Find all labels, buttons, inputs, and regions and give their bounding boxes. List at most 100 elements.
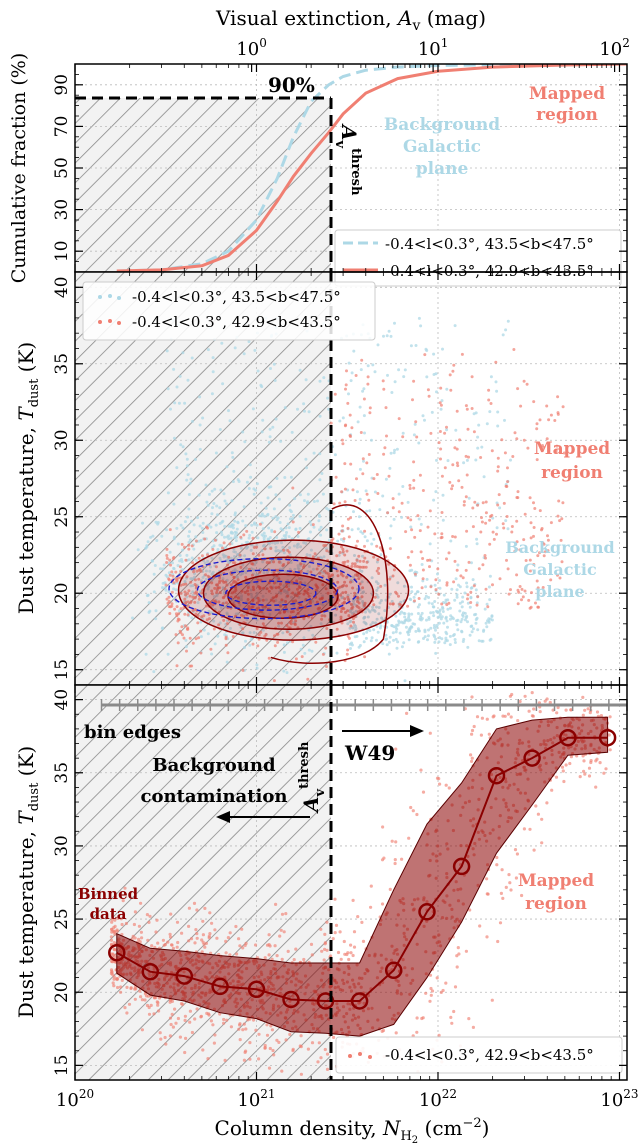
scatter-point-bg (361, 389, 365, 393)
scatter-point-bg (389, 524, 393, 528)
scatter-point-bg (474, 458, 478, 462)
scatter-point-bg (278, 600, 282, 604)
scatter-point-bg (454, 428, 458, 432)
scatter-point-mapped (328, 575, 332, 579)
bot-bin-edges-label: bin edges (84, 722, 181, 743)
scatter-point-bg (304, 378, 308, 382)
scatter-point-bg (378, 601, 382, 605)
scatter-point-bg (212, 544, 216, 548)
scatter-point-mapped (119, 990, 123, 994)
scatter-point-bg (393, 380, 397, 384)
panel-top: 90% Avthresh Background Galactic plane M… (8, 6, 630, 287)
scatter-point-bg (306, 492, 310, 496)
scatter-point-bg (470, 630, 474, 634)
scatter-point-bg (401, 621, 405, 625)
scatter-point-mapped (158, 1031, 162, 1035)
scatter-point-bg (414, 344, 418, 347)
scatter-point-bg (249, 638, 253, 642)
scatter-point-mapped (488, 542, 492, 546)
scatter-point-mapped (372, 477, 376, 481)
scatter-point-mapped (300, 655, 304, 659)
scatter-point-bg (388, 592, 392, 596)
scatter-point-bg (370, 576, 374, 580)
scatter-point-mapped (146, 994, 150, 998)
scatter-point-bg (410, 585, 413, 589)
scatter-point-mapped (355, 477, 358, 481)
scatter-point-mapped (486, 605, 490, 609)
scatter-point-bg (299, 577, 303, 581)
scatter-point-bg (210, 489, 214, 493)
scatter-point-bg (283, 406, 287, 410)
scatter-point-mapped (388, 887, 392, 892)
scatter-point-bg (319, 525, 323, 529)
scatter-point-bg (303, 581, 307, 585)
scatter-point-mapped (501, 522, 505, 526)
scatter-point-mapped (466, 597, 469, 601)
scatter-point-mapped (535, 422, 539, 426)
scatter-point-mapped (205, 1011, 209, 1016)
scatter-point-bg (259, 501, 263, 505)
scatter-point-bg (196, 601, 200, 605)
scatter-point-mapped (165, 547, 169, 551)
scatter-point-mapped (246, 589, 249, 593)
scatter-point-bg (424, 585, 428, 589)
scatter-point-bg (149, 535, 153, 539)
scatter-point-mapped (265, 1023, 269, 1027)
scatter-point-bg (474, 621, 478, 625)
scatter-point-mapped (556, 705, 560, 710)
scatter-point-bg (201, 416, 205, 420)
scatter-point-mapped (491, 715, 495, 719)
scatter-point-bg (332, 565, 336, 568)
scatter-point-bg (375, 638, 378, 642)
scatter-point-mapped (311, 523, 315, 527)
svg-text:Mapped: Mapped (529, 84, 605, 104)
scatter-point-bg (269, 367, 272, 370)
ytick-label: 25 (52, 908, 72, 930)
scatter-point-mapped (237, 937, 241, 941)
scatter-point-bg (160, 534, 164, 538)
scatter-point-mapped (538, 551, 541, 555)
scatter-point-mapped (195, 908, 199, 912)
bot-ylabel: Dust temperature, Tdust (K) (14, 746, 42, 1018)
scatter-point-mapped (240, 613, 243, 617)
ytick-label: 40 (52, 689, 72, 711)
scatter-point-mapped (527, 709, 531, 713)
scatter-point-bg (222, 555, 226, 559)
scatter-point-mapped (146, 938, 150, 942)
scatter-point-bg (362, 632, 366, 636)
scatter-point-bg (397, 368, 401, 372)
scatter-point-bg (466, 601, 470, 605)
scatter-point-bg (426, 638, 429, 642)
scatter-point-mapped (339, 957, 343, 961)
scatter-point-bg (393, 448, 397, 452)
scatter-point-mapped (156, 941, 160, 945)
scatter-point-bg (254, 577, 258, 581)
scatter-point-bg (371, 621, 375, 625)
scatter-point-mapped (226, 936, 230, 940)
scatter-point-bg (437, 640, 441, 644)
scatter-point-bg (188, 538, 192, 542)
scatter-point-mapped (361, 457, 365, 461)
scatter-point-mapped (193, 608, 197, 611)
svg-text:Mapped: Mapped (534, 439, 610, 459)
scatter-point-mapped (309, 570, 313, 574)
scatter-point-mapped (346, 559, 350, 563)
scatter-point-mapped (271, 596, 275, 600)
scatter-point-mapped (270, 586, 274, 590)
scatter-point-bg (404, 618, 408, 622)
scatter-point-mapped (513, 431, 517, 435)
scatter-point-mapped (365, 492, 369, 496)
scatter-point-bg (412, 433, 416, 437)
scatter-point-mapped (367, 498, 371, 502)
binned-line (116, 736, 608, 1002)
scatter-point-mapped (267, 656, 271, 660)
scatter-point-mapped (323, 932, 327, 937)
scatter-point-mapped (560, 560, 564, 564)
scatter-point-mapped (319, 1056, 323, 1060)
scatter-point-bg (488, 598, 492, 602)
scatter-point-mapped (148, 914, 152, 918)
scatter-point-bg (212, 619, 216, 623)
scatter-point-bg (218, 428, 222, 431)
scatter-point-mapped (258, 570, 262, 574)
scatter-point-mapped (278, 934, 282, 938)
